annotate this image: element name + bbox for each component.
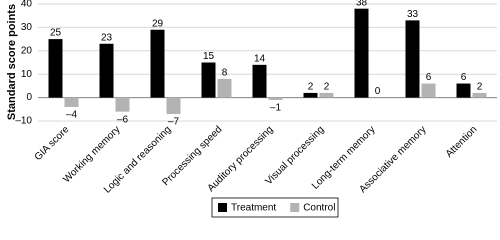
bar — [319, 92, 334, 98]
data-label: 25 — [50, 28, 62, 39]
y-tick-label: 30 — [21, 22, 33, 33]
y-axis-title: Standard score points — [6, 4, 18, 120]
data-label: –4 — [66, 110, 78, 121]
bar — [354, 8, 369, 98]
bar — [64, 97, 79, 107]
bar — [48, 39, 63, 98]
bar — [99, 43, 114, 98]
legend-swatch — [218, 203, 227, 212]
data-label: 6 — [426, 72, 432, 83]
y-tick-label: 10 — [21, 69, 33, 80]
data-label: 2 — [477, 82, 483, 93]
data-label: –1 — [270, 103, 282, 114]
legend-box — [211, 197, 339, 218]
data-label: –7 — [168, 117, 180, 128]
bar — [303, 92, 318, 98]
bar — [421, 83, 436, 98]
legend-label: Treatment — [231, 203, 276, 214]
data-label: 38 — [356, 0, 368, 8]
data-label: 15 — [203, 51, 215, 62]
x-tick-label: Attention — [444, 124, 480, 160]
data-label: 6 — [461, 72, 467, 83]
data-label: 2 — [324, 82, 330, 93]
bar — [166, 97, 181, 114]
bar — [456, 83, 471, 98]
legend-swatch — [290, 203, 300, 212]
bar — [217, 78, 232, 98]
y-tick-label: –10 — [15, 116, 32, 127]
x-tick-label: GIA score — [33, 124, 72, 163]
bar — [405, 20, 420, 98]
bar — [201, 62, 216, 98]
legend-label: Control — [303, 203, 335, 214]
data-label: 0 — [375, 86, 381, 97]
y-tick-label: 40 — [21, 0, 33, 10]
y-tick-label: 0 — [26, 92, 32, 103]
data-label: 33 — [407, 9, 419, 20]
bar — [472, 92, 487, 98]
bar — [268, 97, 283, 100]
y-tick-label: 20 — [21, 45, 33, 56]
bar — [115, 97, 130, 112]
data-label: –6 — [117, 114, 129, 125]
data-label: 14 — [254, 53, 266, 64]
data-label: 2 — [308, 82, 314, 93]
data-label: 29 — [152, 18, 164, 29]
data-label: 23 — [101, 32, 113, 43]
data-label: 8 — [222, 68, 228, 79]
bar — [150, 29, 165, 98]
bar — [252, 64, 267, 98]
